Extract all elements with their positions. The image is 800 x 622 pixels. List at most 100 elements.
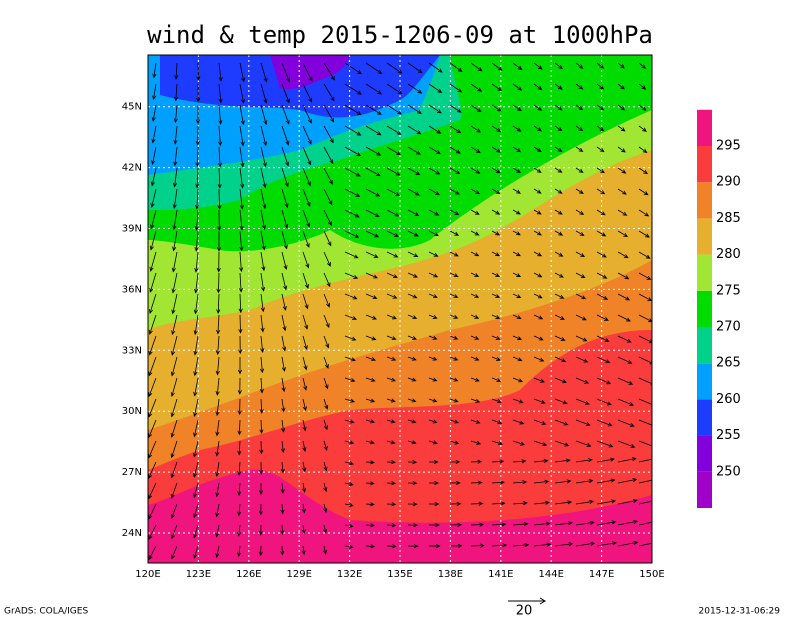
wind-arrow xyxy=(259,356,265,374)
wind-arrow xyxy=(596,541,617,547)
wind-arrow xyxy=(239,125,245,147)
wind-arrow xyxy=(170,482,178,499)
wind-arrow xyxy=(386,523,397,528)
wind-arrow xyxy=(151,125,157,144)
wind-arrow xyxy=(344,83,362,95)
wind-arrow xyxy=(596,499,617,505)
wind-arrow xyxy=(365,230,380,238)
wind-arrow xyxy=(148,524,157,540)
wind-arrow xyxy=(554,335,566,341)
wind-arrow xyxy=(512,293,522,298)
wind-arrow xyxy=(449,480,461,485)
wind-arrow xyxy=(386,440,396,445)
wind-arrow xyxy=(280,545,285,556)
lon-label: 135E xyxy=(387,569,412,580)
wind-arrow xyxy=(216,272,221,294)
wind-arrow xyxy=(386,398,396,403)
wind-arrow xyxy=(512,188,521,194)
wind-arrow xyxy=(533,521,551,526)
wind-arrow xyxy=(260,272,266,292)
wind-arrow xyxy=(428,335,438,340)
wind-arrow xyxy=(512,542,530,548)
wind-arrow xyxy=(365,209,380,217)
wind-arrow xyxy=(193,398,199,418)
wind-arrow xyxy=(194,230,199,252)
wind-arrow xyxy=(172,230,178,252)
wind-arrow xyxy=(344,356,356,362)
wind-arrow xyxy=(596,520,617,526)
wind-arrow xyxy=(407,293,418,299)
wind-arrow xyxy=(554,398,568,405)
wind-arrow xyxy=(638,440,652,447)
wind-arrow xyxy=(386,188,401,196)
lat-label: 39N xyxy=(122,224,142,235)
wind-arrow xyxy=(512,209,521,215)
wind-arrow xyxy=(407,188,420,196)
wind-arrow xyxy=(365,335,377,341)
wind-arrow xyxy=(617,498,638,505)
wind-arrow xyxy=(617,314,631,322)
wind-arrow xyxy=(491,522,507,527)
wind-arrow xyxy=(281,377,286,393)
wind-arrow xyxy=(365,104,382,115)
wind-arrow xyxy=(344,167,361,177)
wind-arrow xyxy=(193,419,199,438)
wind-arrow xyxy=(217,167,222,189)
wind-arrow xyxy=(365,377,376,382)
wind-arrow xyxy=(638,398,652,407)
wind-arrow xyxy=(386,335,397,341)
wind-arrow xyxy=(172,167,178,188)
wind-arrow xyxy=(428,167,441,175)
wind-arrow xyxy=(239,146,245,168)
wind-arrow xyxy=(449,230,460,236)
wind-arrow xyxy=(428,188,440,196)
wind-arrow xyxy=(344,251,359,259)
wind-arrow xyxy=(259,398,264,414)
wind-arrow xyxy=(533,125,542,132)
colorbar-box xyxy=(697,146,712,183)
wind-arrow xyxy=(344,62,362,75)
wind-arrow xyxy=(554,146,563,152)
wind-arrow xyxy=(239,251,244,273)
wind-arrow xyxy=(512,272,522,278)
lon-label: 123E xyxy=(186,569,211,580)
wind-arrow xyxy=(449,188,460,195)
wind-arrow xyxy=(533,146,542,153)
wind-arrow xyxy=(323,398,329,410)
wind-arrow xyxy=(302,314,309,330)
wind-arrow xyxy=(470,459,483,464)
wind-arrow xyxy=(407,251,419,257)
wind-arrow xyxy=(428,230,439,237)
wind-arrow xyxy=(259,377,264,394)
wind-arrow xyxy=(259,419,264,435)
wind-arrow xyxy=(449,543,463,548)
wind-arrow xyxy=(575,188,584,194)
wind-arrow xyxy=(491,230,501,236)
wind-arrow xyxy=(194,251,199,273)
wind-arrow xyxy=(575,478,594,484)
wind-arrow xyxy=(344,544,354,549)
wind-arrow xyxy=(638,314,652,323)
wind-arrow xyxy=(596,83,605,90)
wind-arrow xyxy=(470,480,483,485)
wind-arrow xyxy=(491,480,505,485)
wind-arrow xyxy=(617,146,626,153)
wind-arrow xyxy=(365,314,377,320)
lon-label: 144E xyxy=(538,569,563,580)
wind-arrow xyxy=(596,251,607,258)
wind-arrow xyxy=(173,146,178,167)
wind-arrow xyxy=(533,83,543,91)
wind-arrow xyxy=(596,272,608,279)
wind-arrow xyxy=(365,481,375,486)
wind-arrow xyxy=(386,125,402,135)
wind-arrow xyxy=(533,542,552,547)
wind-arrow xyxy=(428,522,440,528)
wind-arrow xyxy=(386,146,402,156)
wind-arrow xyxy=(407,314,418,320)
wind-arrow xyxy=(449,314,459,319)
wind-arrow xyxy=(150,209,157,230)
wind-arrow xyxy=(407,419,417,424)
wind-arrow xyxy=(470,419,481,424)
lon-label: 132E xyxy=(337,569,362,580)
wind-arrow xyxy=(171,545,178,560)
